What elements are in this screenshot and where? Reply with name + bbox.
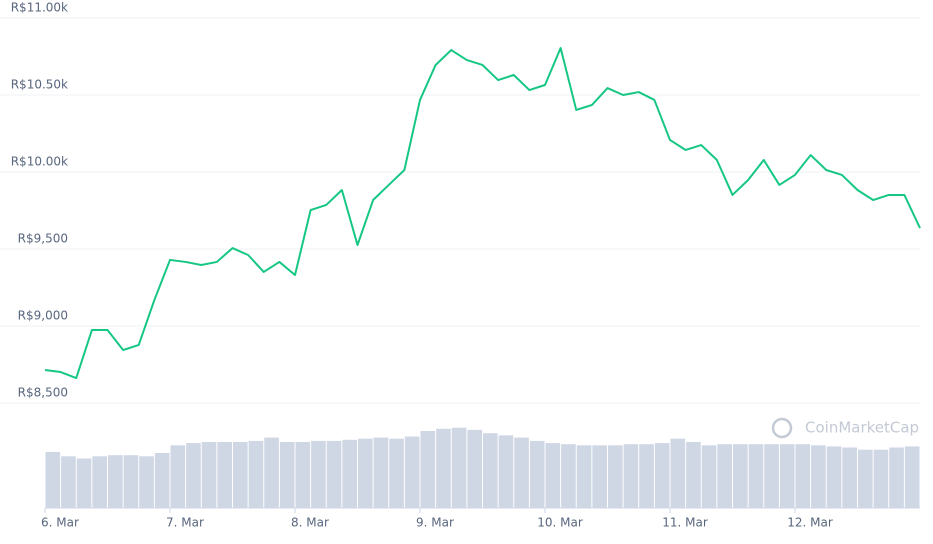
volume-bar — [811, 445, 826, 508]
volume-bar — [467, 429, 482, 508]
watermark-logo — [771, 417, 793, 439]
x-tick-label: 10. Mar — [537, 516, 583, 530]
volume-bar — [201, 442, 217, 508]
volume-bar — [545, 443, 561, 508]
volume-bar — [889, 447, 904, 508]
volume-bar — [623, 444, 639, 508]
volume-bar — [233, 442, 248, 508]
volume-bar — [186, 443, 201, 508]
volume-bar — [592, 445, 607, 508]
volume-bar — [45, 451, 61, 508]
volume-bar — [826, 446, 842, 508]
volume-bar — [217, 442, 232, 508]
volume-bar — [795, 444, 811, 508]
x-tick-label: 8. Mar — [291, 516, 329, 530]
volume-bar — [576, 445, 592, 508]
volume-bar — [326, 440, 342, 508]
volume-bar — [154, 453, 170, 508]
volume-bar — [92, 456, 107, 508]
volume-bar — [404, 436, 420, 508]
volume-bar — [451, 427, 467, 508]
volume-bar — [264, 437, 279, 508]
volume-bar — [436, 428, 451, 508]
volume-bar — [483, 433, 498, 508]
price-line — [44, 47, 921, 380]
volume-bar — [170, 445, 186, 508]
volume-bar — [764, 444, 779, 508]
x-tick-label: 11. Mar — [662, 516, 708, 530]
volume-bar — [498, 435, 514, 508]
volume-bar — [389, 438, 404, 508]
volume-bar — [873, 449, 889, 508]
volume-bar — [717, 444, 732, 508]
volume-bar — [748, 444, 764, 508]
volume-bar — [279, 442, 295, 508]
volume-bar — [904, 446, 920, 508]
y-tick-label: R$8,500 — [18, 386, 68, 400]
x-tick-label: 9. Mar — [416, 516, 454, 530]
volume-bar — [123, 455, 139, 508]
volume-bar — [686, 442, 701, 508]
y-tick-label: R$9,500 — [18, 232, 68, 246]
volume-bar — [342, 439, 357, 508]
volume-bar — [514, 437, 529, 508]
volume-bar — [639, 444, 654, 508]
volume-bar — [61, 456, 76, 508]
volume-bar — [108, 455, 123, 508]
volume-bar — [779, 444, 795, 508]
volume-bar — [373, 437, 389, 508]
y-tick-label: R$10.00k — [11, 155, 68, 169]
volume-bar — [139, 456, 154, 508]
y-tick-label: R$10.50k — [11, 78, 68, 92]
x-tick-label: 7. Mar — [166, 516, 204, 530]
volume-bar — [733, 444, 748, 508]
watermark: CoinMarketCap — [805, 419, 919, 437]
x-tick-label: 12. Mar — [787, 516, 833, 530]
volume-bar — [608, 445, 623, 508]
x-tick-label: 6. Mar — [41, 516, 79, 530]
y-tick-label: R$11.00k — [11, 1, 68, 15]
volume-bar — [654, 443, 670, 508]
volume-bar — [76, 458, 92, 508]
volume-bar — [248, 440, 264, 508]
volume-bar — [701, 445, 717, 508]
volume-bar — [311, 440, 326, 508]
volume-bar — [561, 444, 576, 508]
volume-bar — [420, 431, 436, 508]
y-tick-label: R$9,000 — [18, 309, 68, 323]
volume-bar — [529, 440, 545, 508]
volume-bar — [295, 442, 311, 508]
volume-bar — [358, 438, 373, 508]
volume-bar — [842, 447, 857, 508]
volume-bar — [670, 438, 686, 508]
volume-bar — [858, 449, 873, 508]
